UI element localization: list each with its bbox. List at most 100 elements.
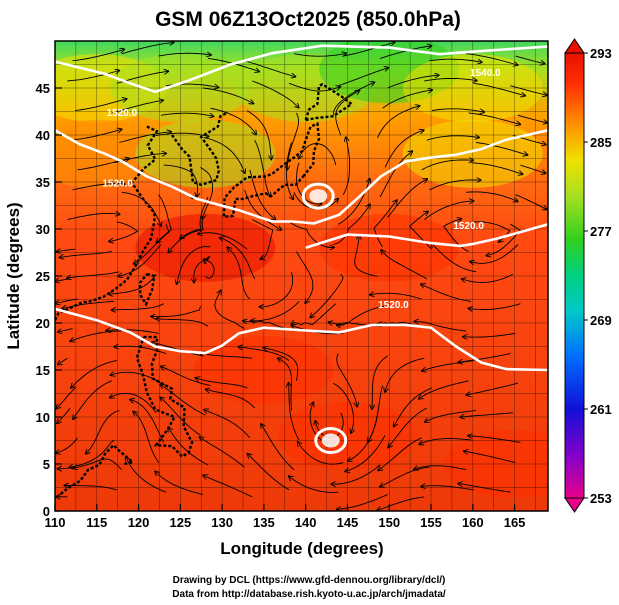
y-tick-label: 35 [36,175,50,190]
streamline [414,465,467,470]
streamline [109,221,139,241]
streamline [419,380,469,399]
y-tick-label: 25 [36,269,50,284]
streamline [298,442,344,465]
streamline [473,82,525,95]
streamline [151,305,201,317]
streamline [244,60,296,77]
streamline [106,330,159,334]
streamline [114,346,167,354]
streamline [220,238,256,280]
streamline [163,164,198,197]
streamline [133,412,159,463]
streamline [425,409,477,422]
streamline [118,244,162,277]
colorbar-top-cap [564,38,585,54]
colorbar-tick-label: 277 [590,224,612,239]
coastline-2 [171,111,229,187]
streamline [343,42,394,57]
streamline [296,162,322,204]
x-axis-label: Longitude (degrees) [220,539,383,558]
streamline [429,180,480,191]
streamline [198,233,248,250]
contour-label-0: 1540.0 [470,68,501,79]
credit-dcl: Drawing by DCL (https://www.gfd-dennou.o… [173,575,446,586]
streamline [337,305,386,325]
x-tick-label: 160 [462,515,484,530]
plot-area: 1540.0 1520.0 1520.0 1520.0 1520.0 [55,41,548,511]
colorbar-bottom-cap [564,497,585,513]
colorbar-tick-label: 261 [590,402,612,417]
streamline [227,247,251,300]
streamline [70,330,122,341]
streamline [58,328,73,332]
contour-line-3 [305,223,548,250]
streamline [470,244,519,264]
streamline [510,85,547,96]
streamline [387,75,439,89]
streamline [126,457,167,493]
streamline [335,91,360,136]
streamline [130,400,165,443]
streamline [110,392,157,414]
streamline [161,112,213,116]
streamline [515,55,544,64]
contour-line-1 [55,129,548,225]
streamline [466,53,518,65]
streamline [466,382,519,395]
streamline [73,380,112,419]
streamline [238,347,290,361]
field-patch-6 [135,119,276,188]
low-pressure-centers [301,182,348,454]
streamline [263,348,299,381]
streamline [468,112,521,125]
streamline [75,99,127,112]
streamline [247,454,290,491]
streamline [354,235,378,277]
streamline [419,438,472,445]
streamline [112,303,164,310]
y-tick-label: 5 [43,457,50,472]
streamline [289,476,339,493]
x-tick-label: 125 [169,515,191,530]
streamline [202,87,254,104]
streamline [111,100,163,114]
streamline [288,82,340,92]
streamline [56,437,78,454]
streamline [261,424,295,470]
contour-label-3: 1520.0 [453,221,484,232]
colorbar-gradient [564,52,585,499]
streamline [468,436,521,443]
streamline [200,353,253,359]
streamline [168,428,209,466]
streamline [422,360,474,372]
y-axis-ticks: 0 5 10 15 20 25 30 35 40 45 [36,81,62,519]
x-tick-label: 155 [420,515,442,530]
streamline [336,353,357,407]
streamline [296,251,314,304]
y-tick-label: 15 [36,363,50,378]
streamline [380,466,430,487]
streamline [293,53,346,56]
streamline [381,250,428,280]
contour-label-2: 1520.0 [378,300,409,311]
coastline-1 [304,82,354,122]
y-axis-label: Latitude (degrees) [4,202,23,349]
streamline [246,110,271,160]
coastline-3 [55,125,159,321]
streamline [210,107,256,134]
streamline [69,439,115,467]
streamline [57,407,71,423]
coastline-7 [202,255,211,265]
streamline [158,53,211,56]
streamline [177,246,211,285]
streamline [73,458,123,470]
streamline [55,298,78,304]
streamline [160,397,201,436]
streamline [289,383,300,441]
streamline [285,142,293,200]
streamline [214,290,245,329]
streamline [200,437,245,468]
streamline [67,271,120,278]
